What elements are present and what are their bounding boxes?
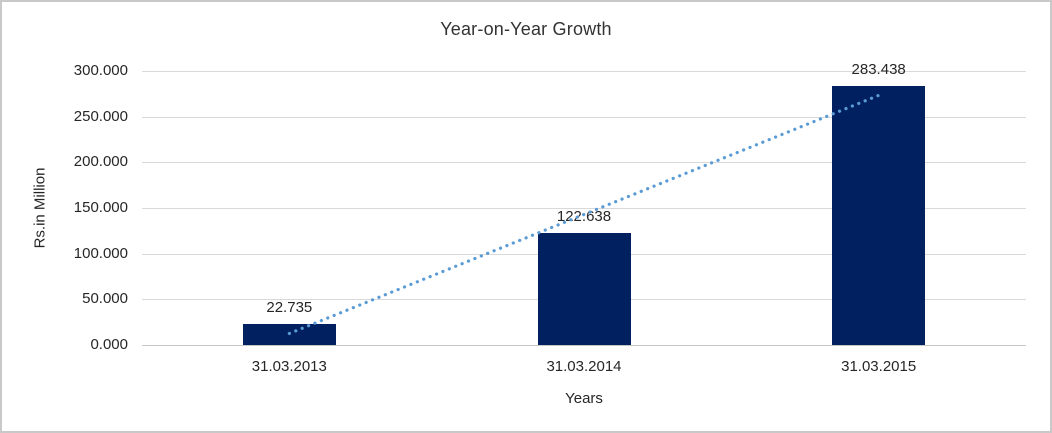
x-category-label: 31.03.2013 bbox=[251, 358, 327, 375]
chart-title: Year-on-Year Growth bbox=[440, 19, 612, 39]
data-label: 283.438 bbox=[851, 61, 906, 79]
data-label: 22.735 bbox=[266, 299, 313, 317]
x-category-label: 31.03.2015 bbox=[841, 358, 917, 375]
x-axis-line bbox=[142, 345, 1026, 346]
y-tick-label: 100.000 bbox=[73, 244, 128, 262]
bar-31.03.2015 bbox=[832, 86, 926, 345]
gridline bbox=[142, 71, 1026, 72]
bar-31.03.2013 bbox=[242, 324, 336, 345]
y-tick-label: 200.000 bbox=[73, 153, 128, 171]
y-tick-label: 150.000 bbox=[73, 199, 128, 216]
x-category-label: 31.03.2014 bbox=[546, 358, 622, 375]
y-tick-label: 300.000 bbox=[73, 62, 128, 79]
y-tick-label: 0.000 bbox=[90, 336, 128, 353]
y-tick-label: 250.000 bbox=[73, 107, 128, 125]
data-label: 122.638 bbox=[556, 207, 612, 225]
bar-31.03.2014 bbox=[537, 232, 631, 345]
y-tick-label: 50.000 bbox=[82, 290, 128, 308]
x-axis-title: Years bbox=[565, 390, 603, 407]
